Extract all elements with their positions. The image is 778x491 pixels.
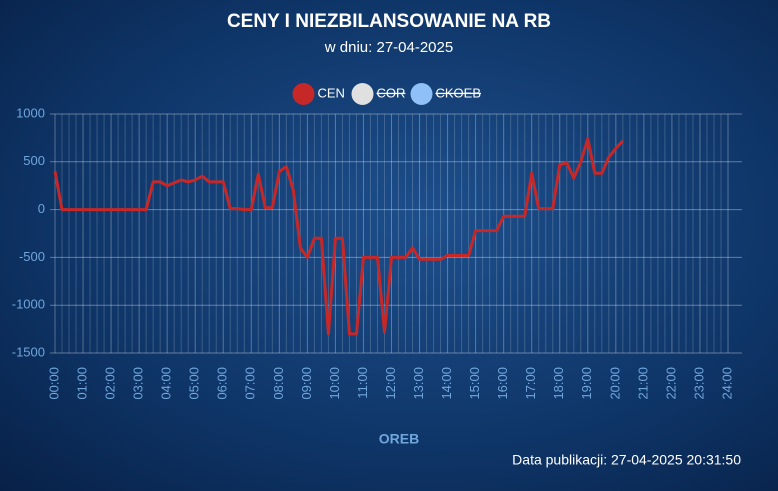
x-axis-label: OREB (379, 431, 419, 447)
y-tick-label: -1000 (12, 297, 45, 312)
legend-label: COR (377, 85, 406, 100)
legend-swatch (292, 83, 315, 105)
legend-item[interactable]: COR (351, 83, 406, 105)
x-tick-label: 24:00 (719, 367, 734, 400)
chart-subtitle: w dniu: 27-04-2025 (324, 39, 453, 56)
x-tick-label: 09:00 (299, 367, 314, 400)
y-tick-label: 1000 (16, 105, 45, 120)
y-tick-label: 0 (38, 201, 45, 216)
x-tick-label: 08:00 (271, 367, 286, 400)
legend-item[interactable]: CEN (292, 83, 345, 105)
legend-swatch (410, 83, 433, 105)
y-tick-label: -500 (19, 249, 45, 264)
x-tick-label: 14:00 (439, 367, 454, 400)
x-tick-label: 01:00 (74, 367, 89, 400)
x-tick-label: 15:00 (467, 367, 482, 400)
x-tick-label: 18:00 (551, 367, 566, 400)
chart-title: CENY I NIEZBILANSOWANIE NA RB (227, 11, 551, 32)
x-tick-label: 20:00 (607, 367, 622, 400)
x-tick-label: 12:00 (383, 367, 398, 400)
x-tick-label: 02:00 (103, 367, 118, 400)
legend-swatch (351, 83, 374, 105)
x-tick-label: 19:00 (579, 367, 594, 400)
y-tick-label: 500 (23, 153, 45, 168)
x-tick-label: 16:00 (495, 367, 510, 400)
x-tick-label: 11:00 (355, 367, 370, 399)
x-tick-label: 06:00 (215, 367, 230, 400)
x-tick-label: 17:00 (523, 367, 538, 400)
x-tick-label: 10:00 (327, 367, 342, 400)
legend-item[interactable]: CKOEB (410, 83, 482, 105)
x-tick-label: 07:00 (243, 367, 258, 400)
x-tick-label: 21:00 (635, 367, 650, 400)
footer: Data publikacji: 27-04-2025 20:31:50 (512, 452, 741, 468)
x-tick-label: 13:00 (411, 367, 426, 400)
legend-label: CEN (318, 85, 345, 100)
x-tick-label: 05:00 (187, 367, 202, 400)
legend-label: CKOEB (436, 85, 482, 100)
y-tick-label: -1500 (12, 344, 45, 359)
data-line (53, 137, 624, 336)
x-tick-label: 03:00 (131, 367, 146, 400)
x-tick-label: 23:00 (691, 367, 706, 400)
x-tick-label: 22:00 (663, 367, 678, 400)
x-tick-label: 04:00 (159, 367, 174, 400)
x-tick-label: 00:00 (46, 367, 61, 400)
